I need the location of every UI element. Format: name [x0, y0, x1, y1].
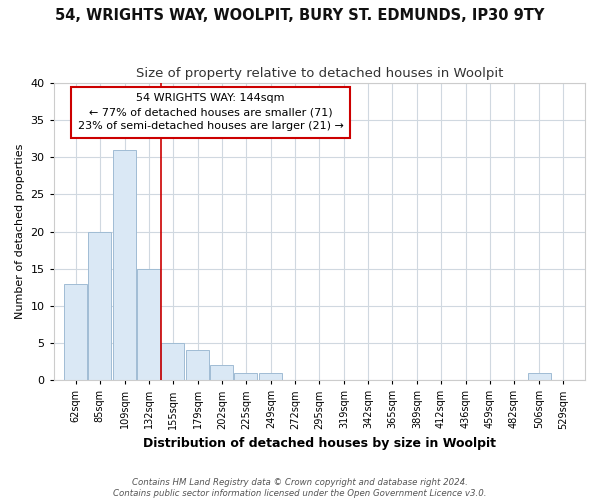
Text: 54, WRIGHTS WAY, WOOLPIT, BURY ST. EDMUNDS, IP30 9TY: 54, WRIGHTS WAY, WOOLPIT, BURY ST. EDMUN… — [55, 8, 545, 22]
Y-axis label: Number of detached properties: Number of detached properties — [15, 144, 25, 320]
X-axis label: Distribution of detached houses by size in Woolpit: Distribution of detached houses by size … — [143, 437, 496, 450]
Bar — [527, 372, 551, 380]
Title: Size of property relative to detached houses in Woolpit: Size of property relative to detached ho… — [136, 68, 503, 80]
Text: Contains HM Land Registry data © Crown copyright and database right 2024.
Contai: Contains HM Land Registry data © Crown c… — [113, 478, 487, 498]
Bar — [186, 350, 209, 380]
Text: 54 WRIGHTS WAY: 144sqm
← 77% of detached houses are smaller (71)
23% of semi-det: 54 WRIGHTS WAY: 144sqm ← 77% of detached… — [77, 94, 343, 132]
Bar — [64, 284, 87, 380]
Bar — [259, 372, 282, 380]
Bar — [161, 343, 184, 380]
Bar — [137, 268, 160, 380]
Bar — [88, 232, 111, 380]
Bar — [113, 150, 136, 380]
Bar — [210, 366, 233, 380]
Bar — [234, 372, 257, 380]
